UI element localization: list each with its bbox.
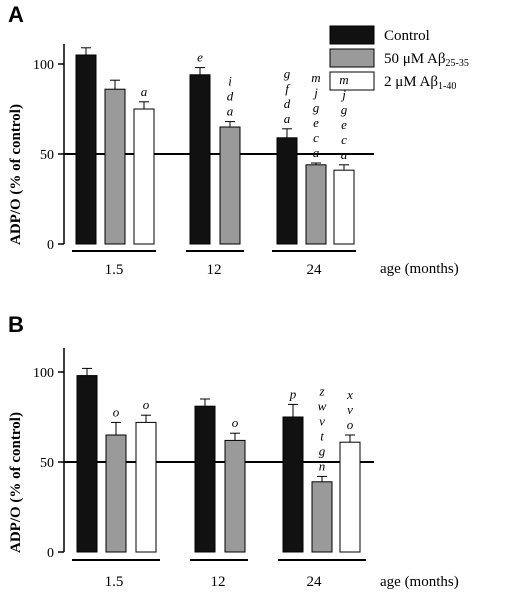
significance-letter: z (318, 383, 324, 398)
significance-letter: g (284, 66, 291, 81)
significance-letter: j (340, 87, 346, 102)
significance-letter: v (347, 402, 353, 417)
significance-letter: c (341, 132, 347, 147)
significance-letter: o (347, 417, 354, 432)
significance-letter: v (319, 413, 325, 428)
bar (276, 137, 298, 245)
significance-letter: o (143, 397, 150, 412)
bar (104, 88, 126, 245)
y-tick-label: 100 (33, 58, 54, 73)
bar (305, 164, 327, 245)
significance-letter: d (284, 96, 291, 111)
significance-letter: d (227, 89, 234, 104)
bar (339, 441, 361, 553)
panel-letter-a: A (8, 2, 24, 27)
bars-a (75, 47, 355, 245)
bar (76, 375, 98, 553)
significance-letter: t (320, 428, 324, 443)
significance-letter: m (339, 72, 348, 87)
significance-letter: x (346, 387, 353, 402)
y-axis-label-a: ADP/O (% of control) (8, 104, 24, 245)
significance-letter: g (319, 443, 326, 458)
legend-label-ab140: 2 μM Aβ1-40 (384, 74, 456, 92)
significance-letter: a (313, 145, 320, 160)
significance-letter: a (284, 111, 291, 126)
significance-letter: n (319, 458, 326, 473)
significance-letter: w (318, 398, 327, 413)
category-label: 12 (211, 574, 226, 590)
y-tick-label: 0 (47, 546, 54, 561)
legend-label-control: Control (384, 28, 430, 44)
y-tick-label: 50 (40, 148, 54, 163)
y-tick-label: 100 (33, 366, 54, 381)
group-underlines-b: 1.5 12 24 (72, 559, 366, 590)
bar (333, 169, 355, 245)
significance-letter: g (313, 100, 320, 115)
bar (105, 434, 127, 553)
significance-letter: a (341, 147, 348, 162)
panel-letter-b: B (8, 312, 24, 337)
bars-b (76, 367, 361, 553)
significance-letter: m (311, 70, 320, 85)
x-axis-label-a: age (months) (380, 261, 459, 277)
legend-swatch-ab2535 (329, 48, 375, 68)
y-tick-label: 0 (47, 238, 54, 253)
category-label: 12 (207, 262, 222, 278)
significance-letter: p (289, 386, 297, 401)
group-underlines-a: 1.5 12 24 (72, 250, 356, 278)
y-axis-label-b: ADP/O (% of control) (8, 412, 24, 553)
significance-letter: g (341, 102, 348, 117)
bar (194, 405, 216, 553)
significance-letter: i (228, 74, 232, 89)
significance-letter: a (227, 104, 234, 119)
bar (224, 439, 246, 553)
bar (311, 481, 333, 553)
significance-letter: o (232, 415, 239, 430)
x-axis-label-b: age (months) (380, 574, 459, 590)
significance-letter: a (141, 84, 148, 99)
bar (133, 108, 155, 245)
legend-swatch-ab140 (329, 71, 375, 91)
significance-letter: e (197, 50, 203, 65)
legend-label-ab2535: 50 μM Aβ25-35 (384, 51, 469, 69)
significance-letter: f (285, 81, 291, 96)
y-tick-label: 50 (40, 456, 54, 471)
bar (189, 74, 211, 245)
bar (75, 54, 97, 245)
bar (282, 416, 304, 553)
significance-letter: j (312, 85, 318, 100)
category-label: 1.5 (105, 262, 124, 278)
legend-swatch-control (329, 25, 375, 45)
legend: Control 50 μM Aβ25-35 2 μM Aβ1-40 (329, 25, 469, 92)
category-label: 24 (307, 574, 323, 590)
significance-letter: c (313, 130, 319, 145)
category-label: 1.5 (105, 574, 124, 590)
y-ticks-a: 0 50 100 (33, 58, 64, 253)
bar (135, 421, 157, 553)
significance-letter: o (113, 404, 120, 419)
category-label: 24 (307, 262, 323, 278)
significance-letter: e (341, 117, 347, 132)
y-ticks-b: 0 50 100 (33, 366, 64, 561)
significance-letter: e (313, 115, 319, 130)
bar (219, 126, 241, 245)
